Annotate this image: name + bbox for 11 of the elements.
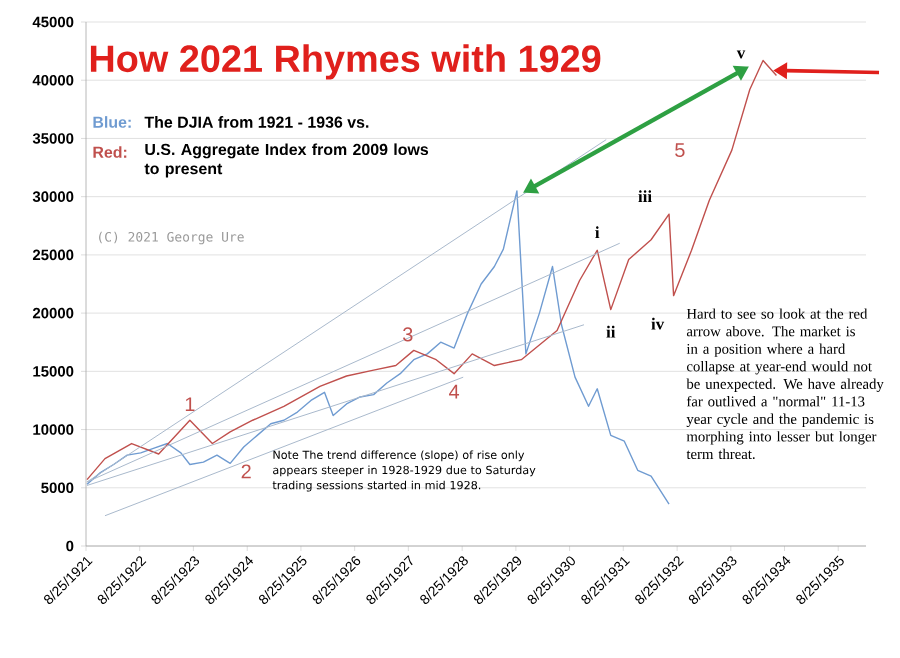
annotation: 4 (449, 384, 460, 399)
annotation: 5 (675, 143, 685, 158)
text: How 2021 Rhymes with 1929 (90, 44, 601, 80)
annotation: 2 (241, 464, 251, 479)
annotation: v (736, 50, 746, 59)
annotation: iii (638, 190, 652, 203)
annotation: 1 (185, 397, 195, 412)
annotation: 3 (402, 327, 413, 342)
annotation: iv (651, 317, 665, 330)
annotation: ii (606, 325, 616, 338)
annotation: i (595, 226, 600, 239)
